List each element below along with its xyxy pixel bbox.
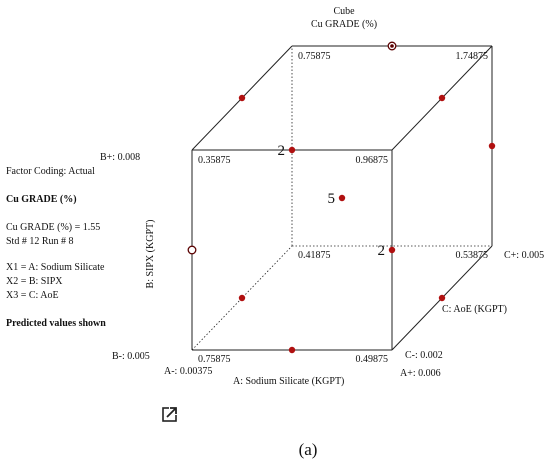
- corner-value-label: 0.35875: [198, 155, 231, 166]
- center-point-marker: [387, 41, 397, 51]
- center-point-marker: [187, 245, 197, 255]
- corner-value-label: 0.75875: [298, 51, 331, 62]
- figure-caption: (a): [299, 440, 318, 459]
- design-point: [438, 294, 446, 302]
- factor-x2: X2 = B: SIPX: [6, 276, 63, 287]
- std-run: Std # 12 Run # 8: [6, 236, 74, 247]
- a-low-label: A-: 0.00375: [164, 366, 212, 377]
- corner-value-label: 0.53875: [456, 250, 489, 261]
- expand-icon[interactable]: [162, 406, 178, 422]
- c-high-label: C+: 0.005: [504, 250, 544, 261]
- corner-value-label: 1.74875: [456, 51, 489, 62]
- factor-x3: X3 = C: AoE: [6, 290, 59, 301]
- cube-edge: [191, 245, 293, 351]
- replicate-count: 2: [378, 243, 386, 259]
- design-point: [388, 246, 396, 254]
- predicted-note: Predicted values shown: [6, 318, 106, 329]
- b-low-label: B-: 0.005: [112, 351, 150, 362]
- corner-value-label: 0.49875: [356, 354, 389, 365]
- c-low-label: C-: 0.002: [405, 350, 443, 361]
- chart-subtitle: Cu GRADE (%): [311, 19, 377, 30]
- design-point: [238, 294, 246, 302]
- response-value: Cu GRADE (%) = 1.55: [6, 222, 100, 233]
- response-name: Cu GRADE (%): [6, 194, 77, 205]
- design-point: [488, 142, 496, 150]
- b-axis-label: B: SIPX (KGPT): [145, 220, 156, 289]
- design-point: [338, 194, 346, 202]
- corner-value-label: 0.75875: [198, 354, 231, 365]
- chart-title: Cube: [333, 6, 355, 17]
- a-axis-label: A: Sodium Silicate (KGPT): [233, 376, 344, 387]
- corner-value-label: 0.41875: [298, 250, 331, 261]
- a-high-label: A+: 0.006: [400, 368, 441, 379]
- replicate-count: 5: [328, 191, 336, 207]
- design-point: [238, 94, 246, 102]
- design-point: [438, 94, 446, 102]
- factor-coding: Factor Coding: Actual: [6, 166, 95, 177]
- corner-value-label: 0.96875: [356, 155, 389, 166]
- design-point: [288, 146, 296, 154]
- factor-x1: X1 = A: Sodium Silicate: [6, 262, 105, 273]
- c-axis-label: C: AoE (KGPT): [442, 304, 507, 315]
- b-high-label: B+: 0.008: [100, 152, 140, 163]
- design-point: [288, 346, 296, 354]
- replicate-count: 2: [278, 143, 286, 159]
